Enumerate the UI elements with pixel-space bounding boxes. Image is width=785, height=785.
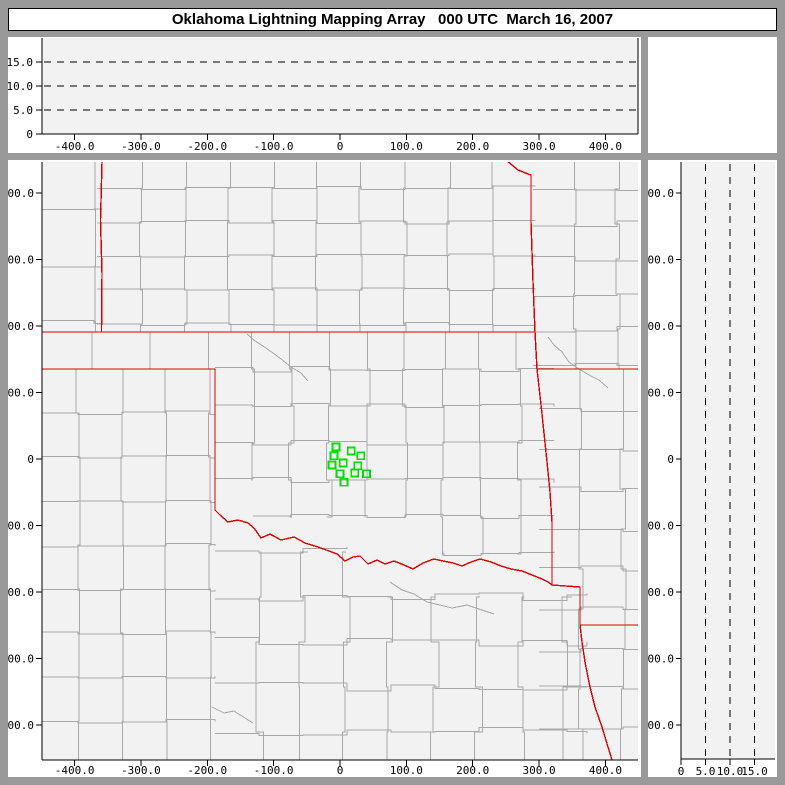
map-x-tick-label: 400.0 [589,764,622,777]
map-y-tick-label: -300.0 [8,653,34,666]
kansas-missouri-border [507,162,536,333]
alt-ns-y-tick-label: -300.0 [648,653,674,666]
kansas-west-border [99,162,103,333]
lma-station-marker [356,451,365,460]
altitude-vs-northsouth-plot[interactable]: 400.0 300.0 200.0 100.0 0 -100.0 -200.0 -300.0 -… [648,160,777,777]
altitude-vs-northsouth-panel: 400.0 300.0 200.0 100.0 0 -100.0 -200.0 -300.0 -… [648,160,777,777]
alt-ns-y-tick-label: 300.0 [648,254,674,267]
lma-station-marker [362,469,371,478]
alt-ew-x-tick-label: 400.0 [589,140,622,153]
map-x-tick-label: -400.0 [55,764,95,777]
alt-ns-x-tick-label: 10.0 [717,765,744,777]
alt-ew-y-tick-label: 0 [26,128,33,141]
lma-station-marker [339,477,349,487]
river-lines [211,333,609,724]
alt-ns-y-tick-label: 200.0 [648,320,674,333]
alt-ew-x-tick-label: 300.0 [522,140,555,153]
lma-station-marker [350,468,359,478]
alt-ew-y-tick-label: 15.0 [8,56,33,69]
lma-station-marker [327,460,337,470]
map-y-tick-label: 200.0 [8,320,34,333]
alt-ns-y-tick-label: 100.0 [648,387,674,400]
alt-ew-y-tick-label: 5.0 [13,104,33,117]
map-x-tick-label: 200.0 [456,764,489,777]
alt-ew-y-tick-label: 10.0 [8,80,33,93]
red-river-texas-arkansas [551,584,581,588]
alt-ew-x-tick-label: 100.0 [390,140,423,153]
alt-ns-x-tick-label: 0 [678,765,685,777]
state-border-lines [42,162,638,760]
alt-ew-x-tick-label: 0 [337,140,344,153]
altitude-vs-eastwest-plot[interactable]: 15.0 10.0 5.0 0 -400.0 -300.0 -200.0 -100.0 0 100… [8,37,641,153]
map-x-tick-label: 100.0 [390,764,423,777]
alt-ns-y-tick-label: 400.0 [648,187,674,200]
alt-ew-x-tick-label: 200.0 [456,140,489,153]
red-river-border [214,509,553,586]
map-y-tick-label: 0 [27,453,34,466]
map-y-tick-label: 100.0 [8,387,34,400]
alt-ew-x-tick-label: -100.0 [254,140,294,153]
map-y-tick-label: 300.0 [8,254,34,267]
alt-ns-x-tick-label: 5.0 [696,765,716,777]
alt-ns-y-tick-label: -100.0 [648,520,674,533]
plan-view-map-panel: 400.0 300.0 200.0 100.0 0 -100.0 -200.0 -300.0 -… [8,160,641,777]
map-x-tick-label: -200.0 [187,764,227,777]
alt-ns-plot-area[interactable]: 400.0 300.0 200.0 100.0 0 -100.0 -200.0 -300.0 -… [648,162,775,777]
map-y-tick-label: -400.0 [8,719,34,732]
alt-ew-x-tick-label: -200.0 [187,140,227,153]
map-x-tick-label: 300.0 [522,764,555,777]
window-title: Oklahoma Lightning Mapping Array 000 UTC… [171,11,614,28]
alt-ew-plot-area[interactable]: 15.0 10.0 5.0 0 -400.0 -300.0 -200.0 -100.0 0 100… [8,38,639,153]
lma-stations [327,442,371,487]
alt-ns-y-tick-label: 0 [667,453,674,466]
altitude-vs-eastwest-panel: 15.0 10.0 5.0 0 -400.0 -300.0 -200.0 -100.0 0 100… [8,37,641,153]
alt-ns-y-tick-label: -400.0 [648,719,674,732]
map-x-tick-label: -300.0 [121,764,161,777]
map-y-tick-label: -200.0 [8,586,34,599]
lma-station-marker [331,442,341,452]
map-plot-area[interactable] [34,160,641,762]
plan-view-map-plot[interactable]: 400.0 300.0 200.0 100.0 0 -100.0 -200.0 -300.0 -… [8,160,641,777]
alt-ew-x-tick-label: -300.0 [121,140,161,153]
lma-station-marker [335,469,345,478]
alt-ns-x-tick-label: 15.0 [741,765,768,777]
map-x-tick-label: 0 [337,764,344,777]
map-x-tick-label: -100.0 [254,764,294,777]
title-bar: Oklahoma Lightning Mapping Array 000 UTC… [8,8,777,31]
alt-ns-y-tick-label: -200.0 [648,586,674,599]
map-y-tick-label: 400.0 [8,187,34,200]
blank-corner-panel [648,37,777,153]
lma-station-marker [329,451,339,460]
alt-ew-x-tick-label: -400.0 [55,140,95,153]
texas-louisiana-border [579,624,613,760]
lma-station-marker [346,446,356,456]
map-y-tick-label: -100.0 [8,520,34,533]
lma-station-marker [339,458,348,468]
